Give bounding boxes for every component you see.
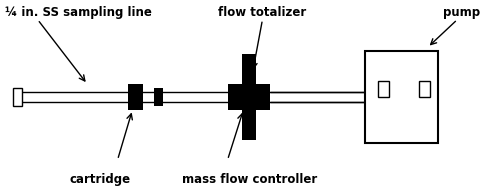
Bar (378, 81, 388, 97)
Bar (242, 54, 256, 140)
Bar (419, 81, 430, 97)
Bar (154, 88, 163, 106)
Text: flow totalizer: flow totalizer (218, 6, 306, 19)
Text: mass flow controller: mass flow controller (182, 173, 318, 186)
Bar (128, 84, 142, 110)
Bar (228, 84, 270, 110)
Bar (365, 51, 438, 143)
Bar (12, 88, 22, 106)
Text: cartridge: cartridge (70, 173, 130, 186)
Text: ¼ in. SS sampling line: ¼ in. SS sampling line (5, 6, 152, 19)
Text: pump: pump (443, 6, 480, 19)
